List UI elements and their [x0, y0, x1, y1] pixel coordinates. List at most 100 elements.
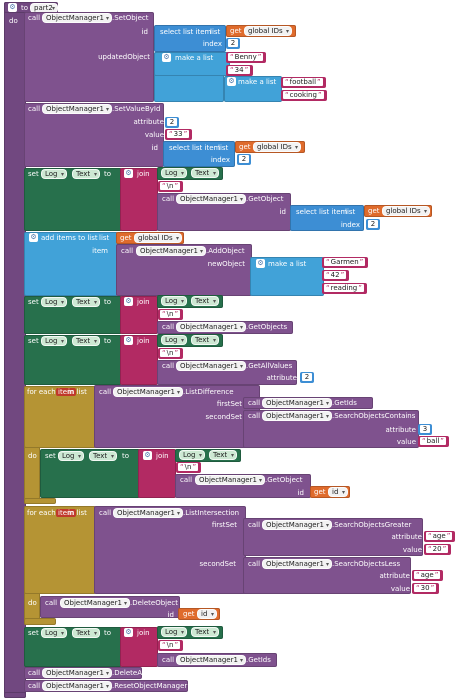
text-block[interactable]: Benny — [226, 52, 267, 63]
text-block[interactable]: ball — [418, 436, 449, 447]
number-block[interactable]: 3 — [418, 424, 432, 435]
for-each-header[interactable] — [24, 506, 96, 594]
text-block[interactable]: age — [424, 531, 456, 542]
component-dropdown[interactable]: Log — [161, 627, 187, 637]
component-dropdown[interactable]: Log — [58, 451, 84, 461]
loop-variable[interactable]: item — [56, 509, 76, 517]
join-mutator-icon[interactable]: ⚙ — [124, 297, 133, 306]
procedure-block[interactable] — [4, 2, 26, 698]
property-dropdown[interactable]: Text — [72, 628, 100, 638]
loop-variable[interactable]: item — [56, 388, 76, 396]
text-block[interactable]: cooking — [281, 90, 327, 101]
add-items-to-list-block[interactable] — [24, 232, 118, 296]
text-block[interactable]: \n — [176, 462, 202, 473]
list-label: list — [218, 144, 229, 152]
select-list-item-block[interactable] — [163, 141, 235, 167]
call-set-object-block[interactable] — [24, 12, 154, 102]
text-block[interactable]: \n — [158, 348, 184, 359]
property-dropdown[interactable]: Text — [191, 627, 219, 637]
text-block[interactable]: 30 — [412, 583, 440, 594]
variable-dropdown[interactable]: id — [197, 609, 217, 619]
component-dropdown[interactable]: ObjectManager1 — [42, 668, 112, 678]
property-dropdown[interactable]: Text — [72, 336, 100, 346]
number-block[interactable]: 2 — [366, 219, 380, 230]
select-list-item-block[interactable] — [290, 205, 364, 231]
join-mutator-icon[interactable]: ⚙ — [124, 169, 133, 178]
component-dropdown[interactable]: ObjectManager1 — [136, 246, 206, 256]
component-dropdown[interactable]: ObjectManager1 — [262, 559, 332, 569]
join-mutator-icon[interactable]: ⚙ — [143, 451, 152, 460]
component-dropdown[interactable]: Log — [41, 628, 67, 638]
component-dropdown[interactable]: Log — [41, 169, 67, 179]
property-dropdown[interactable]: Text — [89, 451, 117, 461]
call-label: call — [248, 412, 261, 420]
variable-dropdown[interactable]: id — [328, 487, 348, 497]
component-dropdown[interactable]: ObjectManager1 — [262, 411, 332, 421]
param-second-set-label: secondSet — [205, 413, 242, 421]
property-dropdown[interactable]: Text — [191, 335, 219, 345]
global-ids-dropdown[interactable]: global IDs — [382, 206, 430, 216]
property-dropdown[interactable]: Text — [72, 297, 100, 307]
number-block[interactable]: 2 — [165, 117, 179, 128]
component-dropdown[interactable]: Log — [41, 336, 67, 346]
global-ids-dropdown[interactable]: global IDs — [253, 142, 301, 152]
text-block[interactable]: \n — [158, 640, 184, 651]
select-list-item-block[interactable] — [154, 25, 226, 52]
component-dropdown[interactable]: ObjectManager1 — [262, 520, 332, 530]
component-dropdown[interactable]: ObjectManager1 — [113, 387, 183, 397]
component-dropdown[interactable]: ObjectManager1 — [176, 655, 246, 665]
text-block[interactable]: \n — [158, 181, 184, 192]
property-dropdown[interactable]: Text — [209, 450, 237, 460]
call-list-intersection-block[interactable] — [94, 506, 246, 594]
component-dropdown[interactable]: ObjectManager1 — [113, 508, 183, 518]
text-block[interactable]: Garmen — [322, 257, 369, 268]
join-mutator-icon[interactable]: ⚙ — [124, 336, 133, 345]
component-dropdown[interactable]: ObjectManager1 — [42, 681, 112, 691]
method-name: .AddObject — [206, 247, 245, 255]
call-label: call — [248, 399, 261, 407]
add-items-mutator-icon[interactable]: ⚙ — [29, 233, 38, 242]
component-dropdown[interactable]: ObjectManager1 — [42, 104, 112, 114]
property-dropdown[interactable]: Text — [191, 296, 219, 306]
text-block[interactable]: 34 — [226, 65, 254, 76]
global-ids-dropdown[interactable]: global IDs — [244, 26, 292, 36]
component-dropdown[interactable]: Log — [41, 297, 67, 307]
component-dropdown[interactable]: ObjectManager1 — [195, 475, 265, 485]
component-dropdown[interactable]: ObjectManager1 — [42, 13, 112, 23]
component-dropdown[interactable]: Log — [161, 296, 187, 306]
component-dropdown[interactable]: ObjectManager1 — [176, 322, 246, 332]
component-dropdown[interactable]: Log — [161, 335, 187, 345]
procedure-mutator-icon[interactable]: ⚙ — [8, 3, 17, 12]
component-dropdown[interactable]: ObjectManager1 — [262, 398, 332, 408]
property-dropdown[interactable]: Text — [72, 169, 100, 179]
component-dropdown[interactable]: Log — [161, 168, 187, 178]
list-mutator-icon[interactable]: ⚙ — [162, 53, 171, 62]
set-log-text-block[interactable] — [24, 168, 122, 231]
text-block[interactable]: age — [412, 570, 444, 581]
join-block[interactable] — [120, 168, 158, 231]
number-block[interactable]: 2 — [237, 154, 251, 165]
for-each-header[interactable] — [24, 386, 96, 448]
property-dropdown[interactable]: Text — [191, 168, 219, 178]
param-value-label: value — [144, 131, 164, 139]
component-dropdown[interactable]: ObjectManager1 — [176, 361, 246, 371]
text-block[interactable]: \n — [158, 309, 184, 320]
component-dropdown[interactable]: ObjectManager1 — [176, 194, 246, 204]
join-mutator-icon[interactable]: ⚙ — [124, 628, 133, 637]
component-dropdown[interactable]: Log — [179, 450, 205, 460]
text-block[interactable]: 42 — [322, 270, 350, 281]
join-label: join — [156, 452, 169, 460]
text-block[interactable]: football — [281, 77, 326, 88]
text-block[interactable]: 33 — [165, 129, 193, 140]
get-label: get — [314, 488, 326, 496]
text-block[interactable]: reading — [322, 283, 367, 294]
call-label: call — [162, 362, 175, 370]
number-block[interactable]: 2 — [226, 38, 240, 49]
text-block[interactable]: 20 — [424, 544, 452, 555]
global-ids-dropdown[interactable]: global IDs — [134, 233, 182, 243]
number-block[interactable]: 2 — [300, 372, 314, 383]
list-mutator-icon[interactable]: ⚙ — [256, 259, 265, 268]
component-dropdown[interactable]: ObjectManager1 — [60, 598, 130, 608]
make-a-list-label: make a list — [268, 260, 307, 268]
list-mutator-icon[interactable]: ⚙ — [227, 77, 236, 86]
